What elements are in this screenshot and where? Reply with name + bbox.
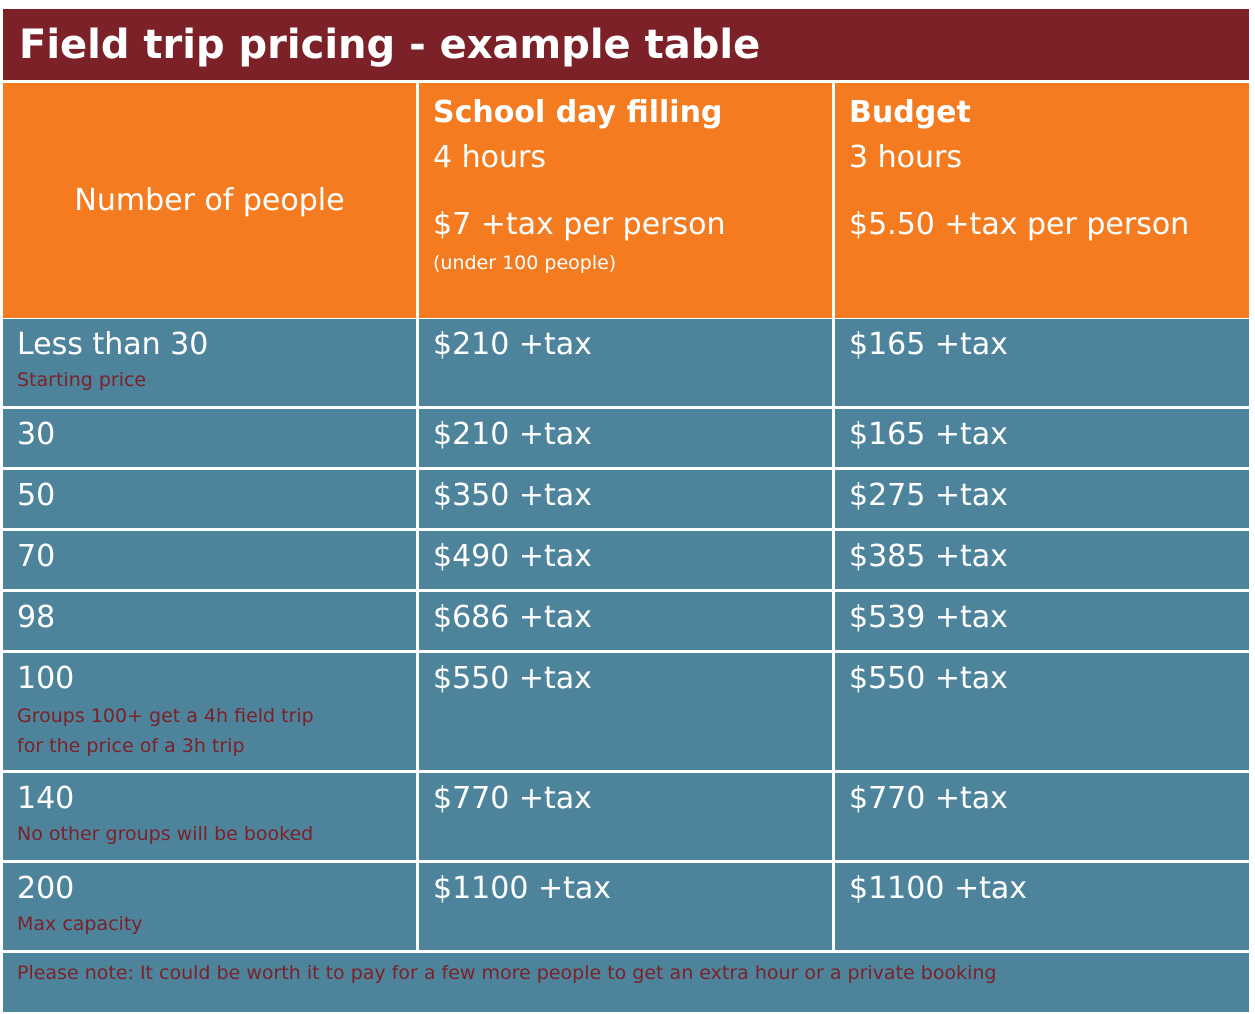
header-col2-price: $7 +tax per person: [433, 207, 726, 242]
title-bar: Field trip pricing - example table: [3, 9, 1249, 80]
row-budget-price: $1100 +tax: [849, 871, 1028, 906]
row-budget-price: $385 +tax: [849, 539, 1008, 574]
header-col2-name: School day filling: [433, 95, 723, 130]
table-row-5-school: $550 +tax: [419, 653, 832, 770]
table-row-1-school: $210 +tax: [419, 409, 832, 467]
header-number-of-people: Number of people: [3, 83, 416, 318]
header-school-day: School day filling 4 hours $7 +tax per p…: [419, 83, 832, 318]
table-row-6-school: $770 +tax: [419, 773, 832, 860]
row-people: Less than 30: [17, 327, 209, 362]
row-school-price: $210 +tax: [433, 417, 592, 452]
pricing-table: Number of people School day filling 4 ho…: [3, 83, 1249, 1012]
table-row-3-budget: $385 +tax: [835, 531, 1249, 589]
row-budget-price: $770 +tax: [849, 781, 1008, 816]
page-title: Field trip pricing - example table: [19, 22, 761, 68]
header-col2-note: (under 100 people): [433, 252, 617, 274]
row-note-line2: for the price of a 3h trip: [17, 735, 245, 757]
header-col3-price: $5.50 +tax per person: [849, 207, 1190, 242]
row-note: No other groups will be booked: [17, 823, 314, 845]
table-row-0-people: Less than 30 Starting price: [3, 319, 416, 406]
row-note: Starting price: [17, 369, 147, 391]
row-people: 70: [17, 539, 56, 574]
header-col1-label: Number of people: [74, 182, 345, 218]
table-row-4-budget: $539 +tax: [835, 592, 1249, 650]
table-row-3-people: 70: [3, 531, 416, 589]
header-budget: Budget 3 hours $5.50 +tax per person: [835, 83, 1249, 318]
table-row-5-people: 100 Groups 100+ get a 4h field trip for …: [3, 653, 416, 770]
table-row-4-people: 98: [3, 592, 416, 650]
table-row-2-people: 50: [3, 470, 416, 528]
row-school-price: $770 +tax: [433, 781, 592, 816]
row-budget-price: $165 +tax: [849, 327, 1008, 362]
row-people: 98: [17, 600, 56, 635]
row-people: 200: [17, 871, 75, 906]
row-school-price: $1100 +tax: [433, 871, 612, 906]
row-budget-price: $165 +tax: [849, 417, 1008, 452]
table-row-2-school: $350 +tax: [419, 470, 832, 528]
row-people: 140: [17, 781, 75, 816]
table-row-7-people: 200 Max capacity: [3, 863, 416, 950]
header-col2-duration: 4 hours: [433, 140, 546, 175]
row-budget-price: $275 +tax: [849, 478, 1008, 513]
header-col3-name: Budget: [849, 95, 971, 130]
row-school-price: $210 +tax: [433, 327, 592, 362]
row-note: Groups 100+ get a 4h field trip: [17, 705, 314, 727]
table-row-4-school: $686 +tax: [419, 592, 832, 650]
footer-note: Please note: It could be worth it to pay…: [17, 962, 997, 984]
table-row-5-budget: $550 +tax: [835, 653, 1249, 770]
table-row-6-people: 140 No other groups will be booked: [3, 773, 416, 860]
row-people: 50: [17, 478, 56, 513]
footer-note-row: Please note: It could be worth it to pay…: [3, 953, 1249, 1012]
row-school-price: $550 +tax: [433, 661, 592, 696]
table-row-6-budget: $770 +tax: [835, 773, 1249, 860]
table-row-2-budget: $275 +tax: [835, 470, 1249, 528]
row-budget-price: $539 +tax: [849, 600, 1008, 635]
row-school-price: $686 +tax: [433, 600, 592, 635]
table-row-1-budget: $165 +tax: [835, 409, 1249, 467]
row-note: Max capacity: [17, 913, 143, 935]
table-row-3-school: $490 +tax: [419, 531, 832, 589]
table-row-0-school: $210 +tax: [419, 319, 832, 406]
row-people: 100: [17, 661, 75, 696]
table-row-1-people: 30: [3, 409, 416, 467]
row-people: 30: [17, 417, 56, 452]
row-school-price: $490 +tax: [433, 539, 592, 574]
row-budget-price: $550 +tax: [849, 661, 1008, 696]
header-col3-duration: 3 hours: [849, 140, 962, 175]
table-row-7-school: $1100 +tax: [419, 863, 832, 950]
row-school-price: $350 +tax: [433, 478, 592, 513]
table-row-0-budget: $165 +tax: [835, 319, 1249, 406]
table-row-7-budget: $1100 +tax: [835, 863, 1249, 950]
